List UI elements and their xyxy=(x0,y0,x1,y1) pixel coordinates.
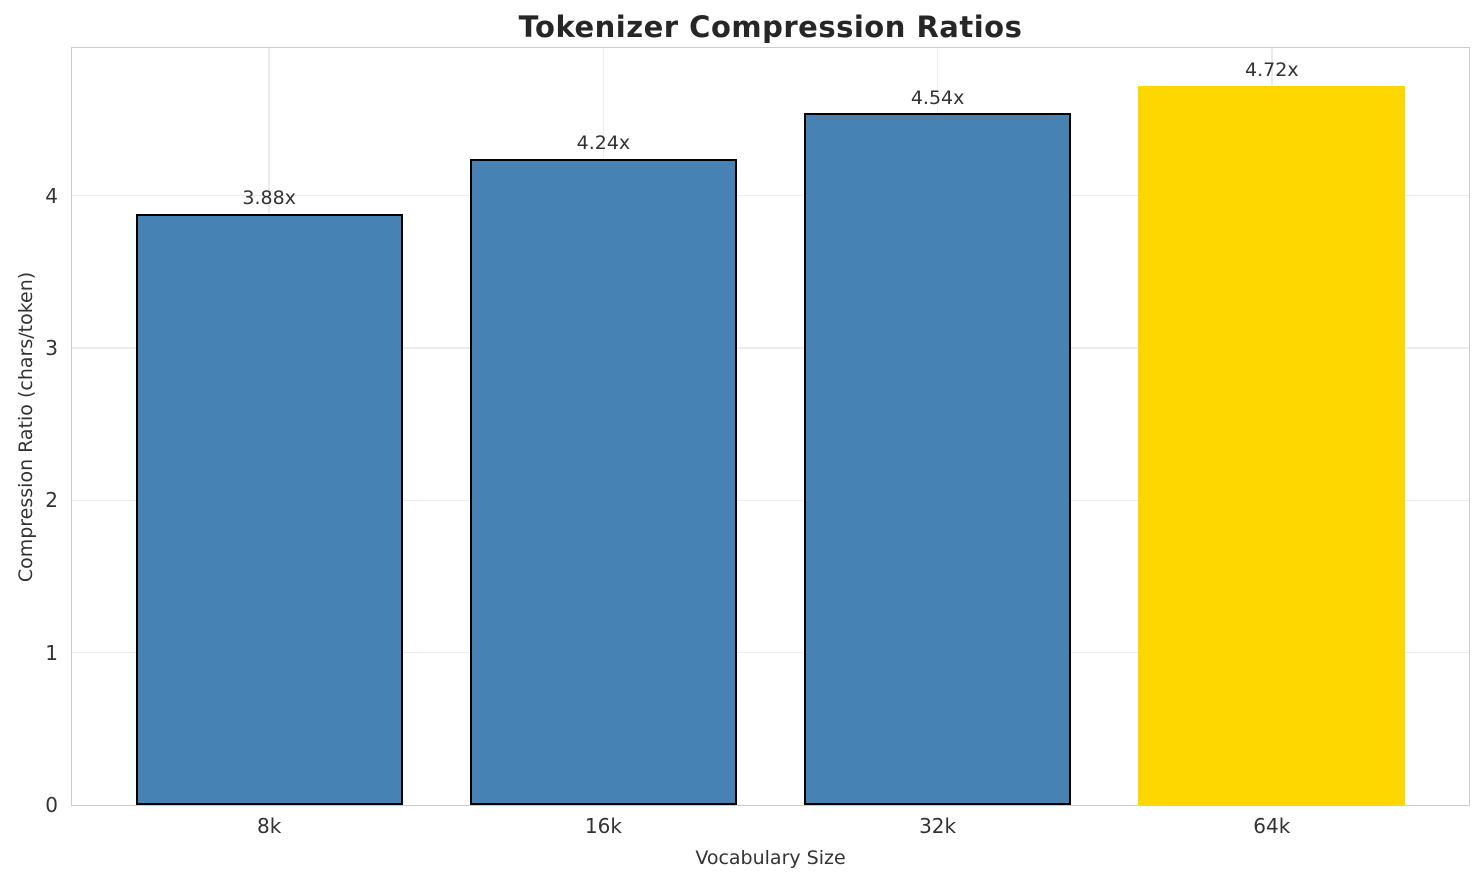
bar-value-label: 4.24x xyxy=(576,132,631,155)
plot-area: 3.88x 4.24x 4.54x 4.72x xyxy=(70,46,1470,806)
bar-32k xyxy=(803,113,1072,805)
h-gridline xyxy=(72,194,1469,197)
x-axis-label: Vocabulary Size xyxy=(695,847,846,869)
y-tick-label: 4 xyxy=(45,183,58,208)
y-axis-label: Compression Ratio (chars/token) xyxy=(15,271,37,583)
x-tick-label: 64k xyxy=(1253,814,1291,838)
y-tick-label: 3 xyxy=(45,336,58,361)
y-tick-label: 2 xyxy=(45,488,58,513)
h-gridline xyxy=(72,347,1469,349)
chart-title: Tokenizer Compression Ratios xyxy=(518,10,1023,44)
bar-64k xyxy=(1138,86,1406,805)
y-tick-label: 1 xyxy=(45,640,58,665)
y-tick-label: 0 xyxy=(45,793,58,817)
bar-value-label: 4.54x xyxy=(910,86,965,109)
bar-value-label: 3.88x xyxy=(242,187,296,210)
x-tick-label: 16k xyxy=(584,814,622,838)
bar-16k xyxy=(469,159,738,805)
x-tick-label: 8k xyxy=(257,814,282,838)
h-gridline xyxy=(72,651,1469,654)
h-gridline xyxy=(72,499,1469,502)
bar-value-label: 4.72x xyxy=(1245,59,1299,82)
bar-8k xyxy=(135,214,403,805)
x-tick-label: 32k xyxy=(919,814,957,838)
